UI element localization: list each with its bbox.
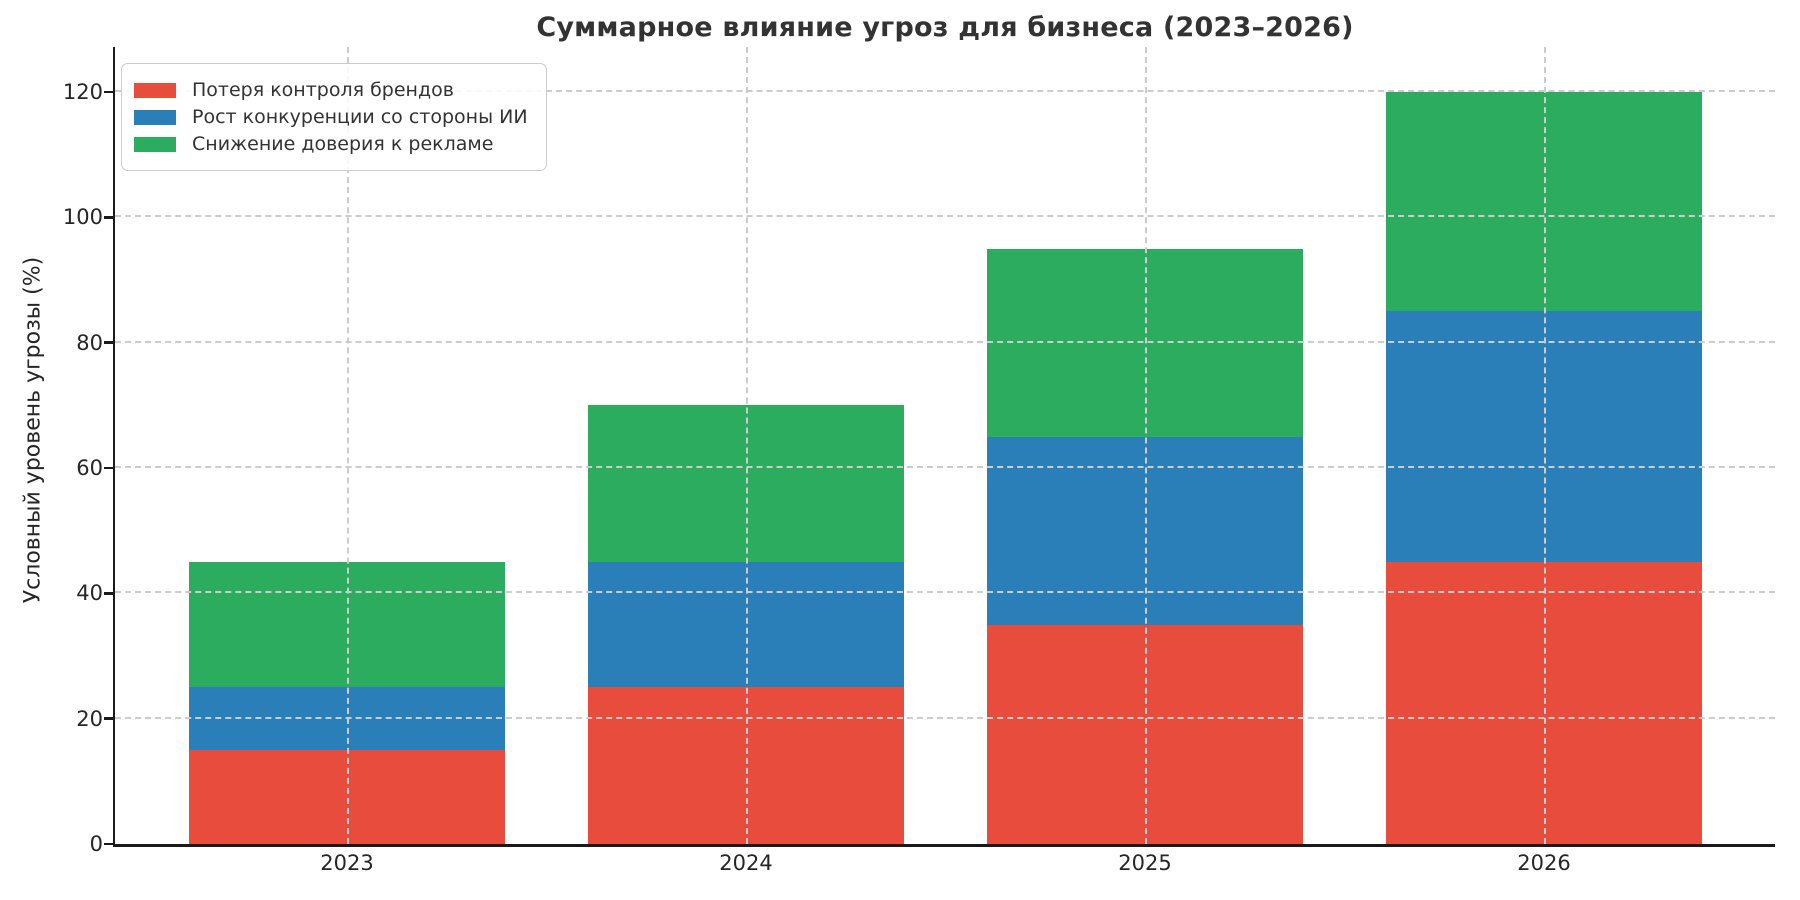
bar-segment-2026-s1 [1386,311,1702,562]
y-tick-label-0: 0 [89,832,103,856]
y-tick-mark-20 [104,717,113,720]
legend-swatch-red-icon [134,82,176,98]
legend: Потеря контроля брендов Рост конкуренции… [121,63,547,171]
x-axis-spine [112,844,1775,847]
x-tick-label-2023: 2023 [320,851,374,875]
bar-segment-2026-s0 [1386,562,1702,844]
y-tick-label-20: 20 [76,706,103,731]
x-tick-label-2025: 2025 [1118,851,1172,875]
y-tick-label-60: 60 [76,456,103,480]
legend-item: Потеря контроля брендов [134,78,528,102]
bar-segment-2023-s2 [189,562,505,688]
legend-item: Рост конкуренции со стороны ИИ [134,105,528,129]
y-tick-label-100: 100 [62,205,103,230]
bar-segment-2023-s0 [189,750,505,844]
y-tick-mark-100 [104,216,113,219]
legend-label: Снижение доверия к рекламе [192,133,494,155]
bar-segment-2024-s0 [588,687,904,844]
chart-title: Суммарное влияние угроз для бизнеса (202… [536,12,1354,43]
bar-segment-2024-s2 [588,405,904,562]
y-tick-label-80: 80 [76,330,103,355]
bar-segment-2023-s1 [189,687,505,750]
legend-swatch-green-icon [134,136,176,152]
y-tick-mark-60 [104,466,113,470]
y-tick-mark-40 [104,592,113,595]
bar-segment-2025-s0 [987,624,1303,844]
y-axis-spine [112,47,115,847]
legend-swatch-blue-icon [134,109,176,125]
y-tick-label-40: 40 [76,581,103,606]
legend-label: Рост конкуренции со стороны ИИ [192,106,528,128]
x-tick-label-2026: 2026 [1517,851,1571,875]
bar-segment-2025-s1 [987,436,1303,625]
bar-segment-2026-s2 [1386,92,1702,312]
y-tick-mark-120 [104,90,113,94]
legend-label: Потеря контроля брендов [192,79,454,101]
x-tick-label-2024: 2024 [719,851,773,875]
y-axis-label: Условный уровень угрозы (%) [20,256,46,604]
y-tick-label-120: 120 [62,80,103,104]
y-tick-mark-80 [104,341,113,344]
bar-segment-2024-s1 [588,562,904,688]
legend-item: Снижение доверия к рекламе [134,132,528,156]
plot-area: Потеря контроля брендов Рост конкуренции… [112,47,1775,847]
y-tick-mark-0 [104,842,113,846]
bar-segment-2025-s2 [987,248,1303,437]
